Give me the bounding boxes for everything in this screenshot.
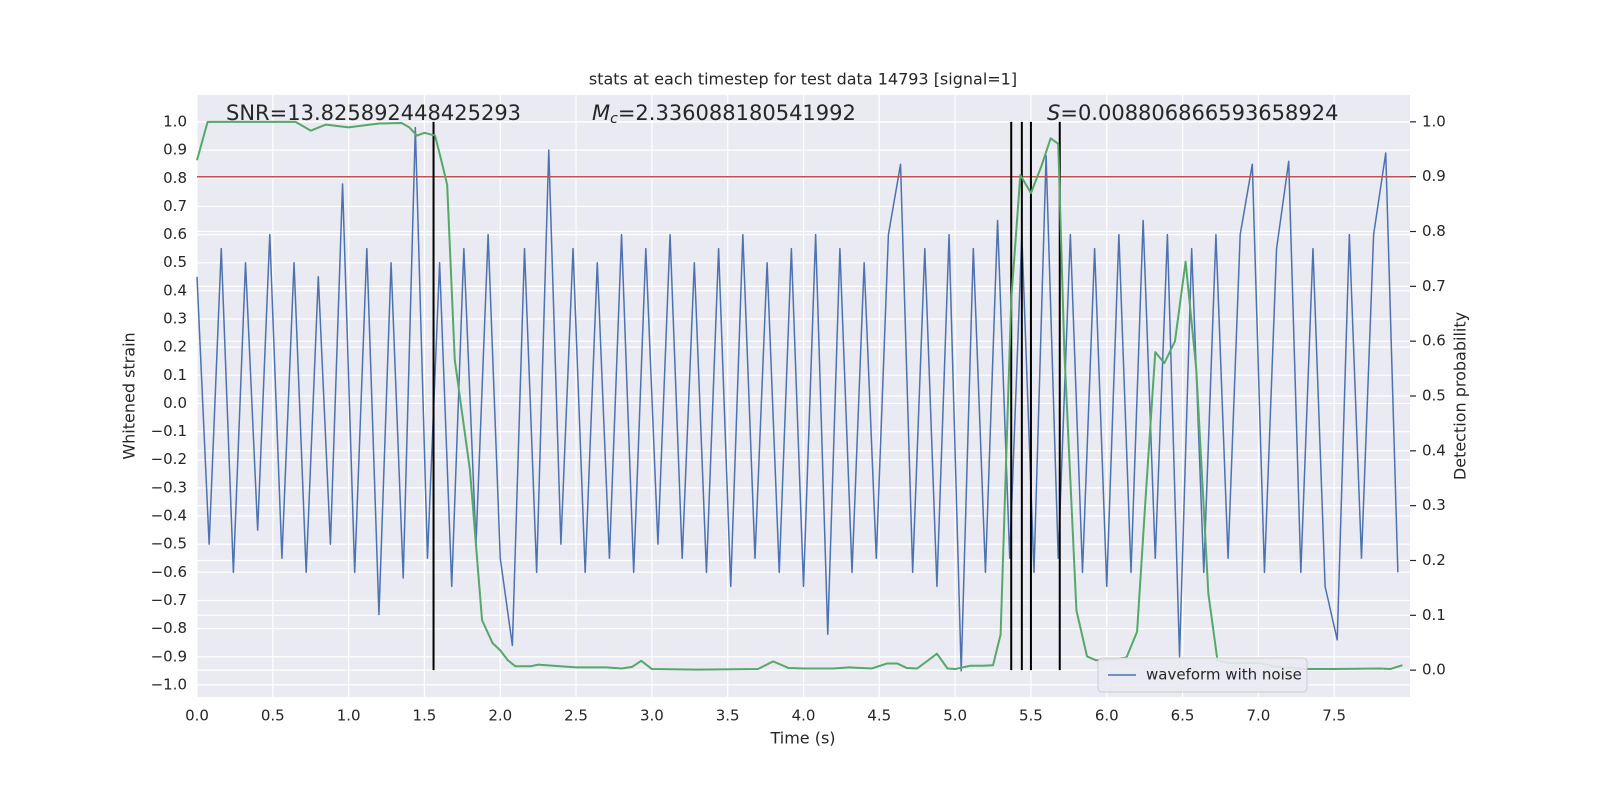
y2-tick-label: 0.3 (1422, 496, 1446, 514)
plot-layer (196, 95, 1410, 697)
annotation: S=0.008806866593658924 (1047, 101, 1338, 125)
x-tick-label: 0.0 (185, 707, 209, 725)
y2-tick-label: 0.2 (1422, 551, 1446, 569)
x-tick-label: 1.0 (337, 707, 361, 725)
legend-label: waveform with noise (1146, 666, 1302, 684)
legend-box (1097, 657, 1308, 693)
x-tick-label: 7.5 (1322, 707, 1346, 725)
y2-tick-label: 0.6 (1422, 332, 1446, 350)
y2-tick-label: 0.0 (1422, 661, 1446, 679)
y-tick-label: 0.2 (163, 338, 187, 356)
x-tick-label: 6.0 (1095, 707, 1119, 725)
y-tick-label: −0.2 (151, 450, 187, 468)
y-tick-label: −0.5 (151, 535, 187, 553)
y-tick-label: 0.9 (163, 141, 187, 159)
x-tick-label: 7.0 (1246, 707, 1270, 725)
x-tick-label: 2.5 (564, 707, 588, 725)
y-tick-label: 0.7 (163, 197, 187, 215)
series-line (196, 120, 1403, 671)
y2-axis-label: Detection probability (1451, 312, 1470, 480)
x-axis-label: Time (s) (769, 729, 835, 748)
annotation-text: =2.336088180541992 (618, 101, 856, 125)
x-tick-label: 4.0 (792, 707, 816, 725)
y-tick-label: 0.4 (163, 281, 187, 299)
annotation-subscript: c (610, 111, 618, 127)
y-tick-label: 0.5 (163, 253, 187, 271)
x-tick-label: 2.0 (488, 707, 512, 725)
x-tick-label: 0.5 (261, 707, 285, 725)
x-tick-label: 1.5 (413, 707, 437, 725)
annotation: SNR=13.825892448425293 (226, 101, 521, 125)
x-tick-label: 6.5 (1171, 707, 1195, 725)
x-tick-label: 5.0 (943, 707, 967, 725)
y-tick-label: −0.6 (151, 563, 187, 581)
y-tick-label: −1.0 (151, 675, 187, 693)
y2-tick-label: 0.4 (1422, 441, 1446, 459)
x-tick-label: 3.5 (716, 707, 740, 725)
x-tick-label: 3.0 (640, 707, 664, 725)
y2-tick-label: 1.0 (1422, 112, 1446, 130)
annotation-text: =0.008806866593658924 (1060, 101, 1338, 125)
y2-tick-label: 0.7 (1422, 277, 1446, 295)
y2-tick-label: 0.5 (1422, 387, 1446, 405)
y-tick-label: 1.0 (163, 113, 187, 131)
y-tick-label: −0.1 (151, 422, 187, 440)
y-tick-label: 0.0 (163, 394, 187, 412)
x-tick-label: 5.5 (1019, 707, 1043, 725)
y-tick-label: −0.7 (151, 591, 187, 609)
y2-tick-label: 0.8 (1422, 222, 1446, 240)
y-tick-label: −0.8 (151, 619, 187, 637)
y-tick-label: 0.8 (163, 169, 187, 187)
annotation-symbol: S (1047, 101, 1060, 125)
y2-tick-label: 0.1 (1422, 606, 1446, 624)
y-tick-label: −0.4 (151, 507, 187, 525)
y-tick-label: 0.6 (163, 225, 187, 243)
y-tick-label: −0.3 (151, 478, 187, 496)
annotation: Mc=2.336088180541992 (592, 101, 856, 127)
annotation-symbol: M (592, 101, 610, 125)
y-axis-label: Whitened strain (120, 332, 139, 459)
y2-tick-label: 0.9 (1422, 167, 1446, 185)
y-tick-label: 0.1 (163, 366, 187, 384)
x-tick-label: 4.5 (867, 707, 891, 725)
y-tick-label: −0.9 (151, 647, 187, 665)
chart-title: stats at each timestep for test data 147… (589, 70, 1017, 89)
y-tick-label: 0.3 (163, 310, 187, 328)
